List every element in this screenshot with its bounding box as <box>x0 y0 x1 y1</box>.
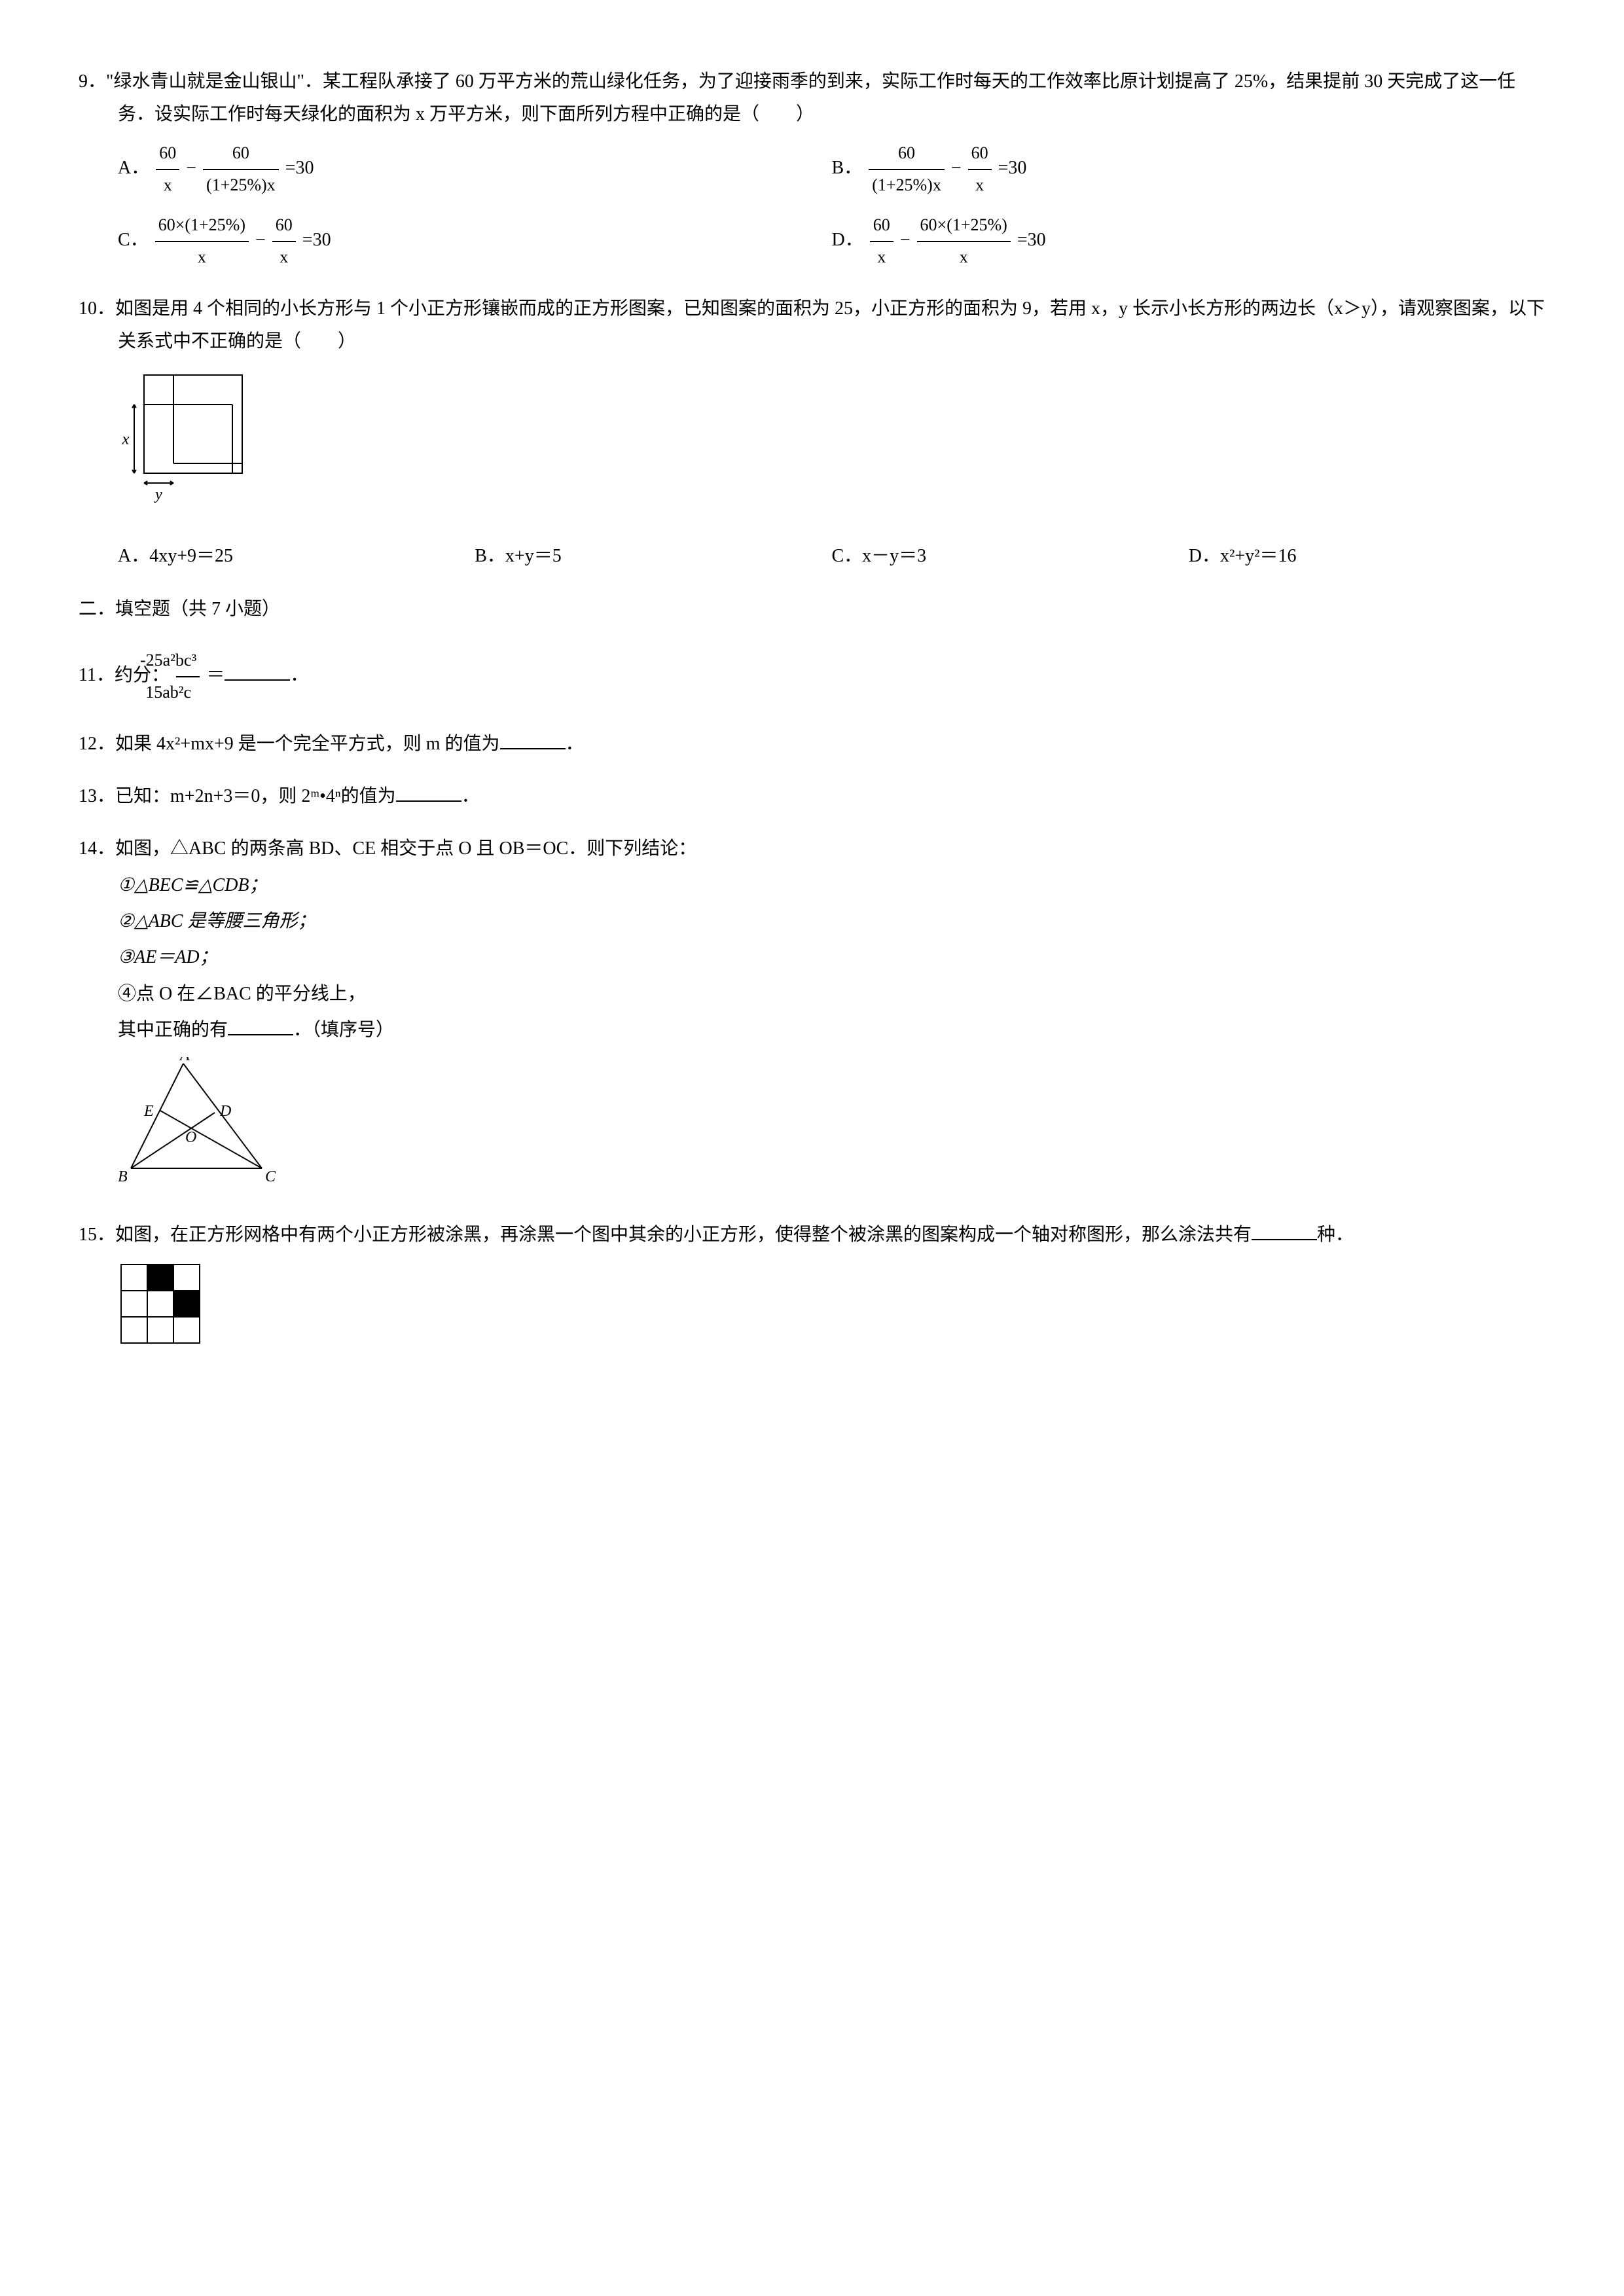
q10-option-b: B．x+y＝5 <box>475 540 831 573</box>
q15-pre: 如图，在正方形网格中有两个小正方形被涂黑，再涂黑一个图中其余的小正方形，使得整个… <box>115 1225 1252 1245</box>
blank-input[interactable] <box>228 1016 293 1035</box>
q9-option-a: A． 60x − 60(1+25%)x =30 <box>118 138 832 201</box>
blank-input[interactable] <box>396 782 461 802</box>
q10-figure: xy <box>118 368 1545 530</box>
q13-text: 13．已知：m+2n+3＝0，则 2ᵐ•4ⁿ的值为 ． <box>79 780 1545 813</box>
fraction: 60×(1+25%)x <box>155 210 249 273</box>
q10-body: 如图是用 4 个相同的小长方形与 1 个小正方形镶嵌而成的正方形图案，已知图案的… <box>115 298 1545 351</box>
eq: =30 <box>285 158 314 178</box>
q15-text: 15．如图，在正方形网格中有两个小正方形被涂黑，再涂黑一个图中其余的小正方形，使… <box>79 1219 1545 1251</box>
q10-option-d: D．x²+y²＝16 <box>1189 540 1545 573</box>
q11-end: ． <box>290 665 308 685</box>
eq: =30 <box>302 230 331 251</box>
q15-post: 种． <box>1317 1225 1354 1245</box>
question-11: 11．约分： -25a²bc³15ab²c ＝． <box>79 645 1545 708</box>
fraction: -25a²bc³15ab²c <box>176 645 200 708</box>
q10-options: A．4xy+9＝25 B．x+y＝5 C．x－y＝3 D．x²+y²＝16 <box>79 540 1545 573</box>
opt-label: D． <box>832 230 863 251</box>
q9-text: 9．"绿水青山就是金山银山"．某工程队承接了 60 万平方米的荒山绿化任务，为了… <box>79 65 1545 132</box>
fraction: 60x <box>870 210 893 273</box>
q14-text: 14．如图，△ABC 的两条高 BD、CE 相交于点 O 且 OB＝OC．则下列… <box>79 833 1545 865</box>
grid-diagram <box>118 1261 203 1346</box>
q12-pre: 如果 4x²+mx+9 是一个完全平方式，则 m 的值为 <box>115 734 500 754</box>
svg-text:A: A <box>179 1057 190 1064</box>
fraction: 60×(1+25%)x <box>917 210 1011 273</box>
blank-input[interactable] <box>225 661 290 681</box>
q12-text: 12．如果 4x²+mx+9 是一个完全平方式，则 m 的值为 ． <box>79 728 1545 761</box>
rectangle-diagram: xy <box>118 368 262 519</box>
q11-text: 11．约分： -25a²bc³15ab²c ＝． <box>79 645 1545 708</box>
q14-post: ．（填序号） <box>293 1020 394 1040</box>
question-13: 13．已知：m+2n+3＝0，则 2ᵐ•4ⁿ的值为 ． <box>79 780 1545 813</box>
question-14: 14．如图，△ABC 的两条高 BD、CE 相交于点 O 且 OB＝OC．则下列… <box>79 833 1545 1199</box>
q14-item-3: ③AE＝AD； <box>79 941 1545 974</box>
question-12: 12．如果 4x²+mx+9 是一个完全平方式，则 m 的值为 ． <box>79 728 1545 761</box>
fraction: 60(1+25%)x <box>869 138 945 201</box>
q12-end: ． <box>566 734 584 754</box>
q13-number: 13． <box>79 786 115 806</box>
q14-figure: A B C D E O <box>118 1057 1545 1199</box>
q10-option-c: C．x－y＝3 <box>832 540 1189 573</box>
opt-label: C． <box>118 230 149 251</box>
blank-input[interactable] <box>1252 1221 1317 1240</box>
svg-text:x: x <box>122 431 130 448</box>
q14-body: 如图，△ABC 的两条高 BD、CE 相交于点 O 且 OB＝OC．则下列结论： <box>115 838 696 859</box>
fraction: 60(1+25%)x <box>203 138 279 201</box>
q9-number: 9． <box>79 71 106 92</box>
q9-option-c: C． 60×(1+25%)x − 60x =30 <box>118 210 832 273</box>
opt-label: B． <box>832 158 863 178</box>
q14-item-4: ④点 O 在∠BAC 的平分线上， <box>79 978 1545 1011</box>
q11-number: 11． <box>79 665 115 685</box>
fraction: 60x <box>272 210 296 273</box>
svg-text:y: y <box>154 486 162 503</box>
triangle-diagram: A B C D E O <box>118 1057 281 1188</box>
svg-text:B: B <box>118 1168 128 1185</box>
svg-text:D: D <box>219 1103 231 1120</box>
svg-text:E: E <box>143 1103 154 1120</box>
q10-option-a: A．4xy+9＝25 <box>118 540 475 573</box>
q15-figure <box>118 1261 1545 1357</box>
blank-input[interactable] <box>500 730 566 749</box>
q9-body: "绿水青山就是金山银山"．某工程队承接了 60 万平方米的荒山绿化任务，为了迎接… <box>106 71 1515 124</box>
q13-pre: 已知：m+2n+3＝0，则 2ᵐ•4ⁿ的值为 <box>115 786 396 806</box>
question-10: 10．如图是用 4 个相同的小长方形与 1 个小正方形镶嵌而成的正方形图案，已知… <box>79 293 1545 573</box>
section-2-header: 二．填空题（共 7 小题） <box>79 593 1545 626</box>
q12-number: 12． <box>79 734 115 754</box>
q14-answer-line: 其中正确的有 ．（填序号） <box>79 1014 1545 1047</box>
svg-text:O: O <box>185 1129 196 1146</box>
q9-options: A． 60x − 60(1+25%)x =30 B． 60(1+25%)x − … <box>79 138 1545 273</box>
eq: =30 <box>1017 230 1046 251</box>
opt-label: A． <box>118 158 149 178</box>
fraction: 60x <box>968 138 992 201</box>
q14-item-2: ②△ABC 是等腰三角形； <box>79 905 1545 938</box>
fraction: 60x <box>156 138 179 201</box>
q15-number: 15． <box>79 1225 115 1245</box>
q10-number: 10． <box>79 298 115 319</box>
q14-item-1: ①△BEC≌△CDB； <box>79 869 1545 902</box>
eq: =30 <box>998 158 1027 178</box>
q9-option-b: B． 60(1+25%)x − 60x =30 <box>832 138 1546 201</box>
svg-text:C: C <box>265 1168 276 1185</box>
q10-text: 10．如图是用 4 个相同的小长方形与 1 个小正方形镶嵌而成的正方形图案，已知… <box>79 293 1545 359</box>
q9-option-d: D． 60x − 60×(1+25%)x =30 <box>832 210 1546 273</box>
question-9: 9．"绿水青山就是金山银山"．某工程队承接了 60 万平方米的荒山绿化任务，为了… <box>79 65 1545 273</box>
q14-number: 14． <box>79 838 115 859</box>
q14-pre: 其中正确的有 <box>118 1020 228 1040</box>
question-15: 15．如图，在正方形网格中有两个小正方形被涂黑，再涂黑一个图中其余的小正方形，使… <box>79 1219 1545 1358</box>
q11-post: ＝ <box>206 665 225 685</box>
q13-end: ． <box>461 786 480 806</box>
